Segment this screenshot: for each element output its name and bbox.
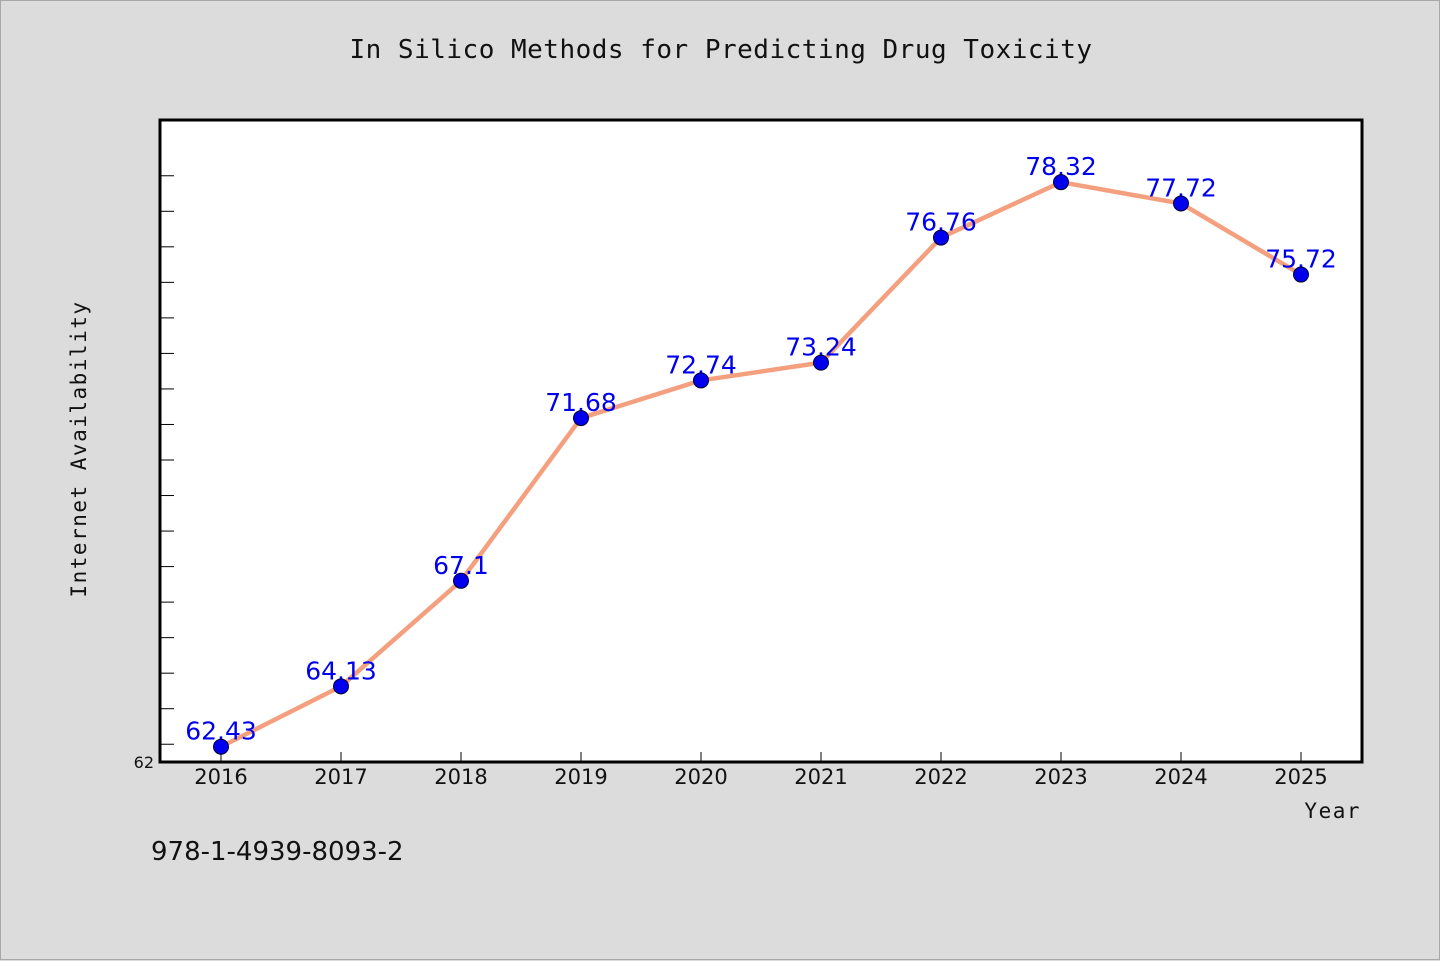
x-tick-label: 2019: [554, 765, 607, 789]
y-tick-label: 62: [134, 753, 154, 772]
x-tick-label: 2025: [1274, 765, 1327, 789]
data-point: [1053, 174, 1069, 191]
x-axis-ticks: [220, 752, 1302, 762]
x-tick-label: 2023: [1034, 765, 1087, 789]
data-point: [1293, 266, 1309, 283]
x-tick-label: 2018: [434, 765, 487, 789]
y-axis-title: Internet Availability: [67, 300, 91, 597]
data-point: [333, 678, 349, 695]
data-markers: [213, 174, 1309, 755]
data-point: [1173, 195, 1189, 212]
isbn-code: 978-1-4939-8093-2: [151, 837, 404, 867]
x-axis-title: Year: [1304, 799, 1361, 823]
data-point: [213, 738, 229, 755]
data-point: [693, 372, 709, 389]
x-tick-label: 2016: [194, 765, 247, 789]
data-point: [813, 354, 829, 371]
plot-area: [158, 118, 1364, 764]
series-line: [218, 179, 1304, 749]
x-tick-label: 2017: [314, 765, 367, 789]
x-tick-label: 2021: [794, 765, 847, 789]
chart-title: In Silico Methods for Predicting Drug To…: [349, 35, 1093, 65]
x-tick-label: 2022: [914, 765, 967, 789]
y-axis-ticks: [160, 175, 174, 745]
data-point: [933, 229, 949, 246]
x-tick-label: 2024: [1154, 765, 1207, 789]
x-tick-label: 2020: [674, 765, 727, 789]
data-point: [453, 572, 469, 589]
x-axis-tick-labels: 2016 2017 2018 2019 2020 2021 2022 2023 2024 2025: [194, 765, 1327, 789]
data-point: [573, 410, 589, 427]
